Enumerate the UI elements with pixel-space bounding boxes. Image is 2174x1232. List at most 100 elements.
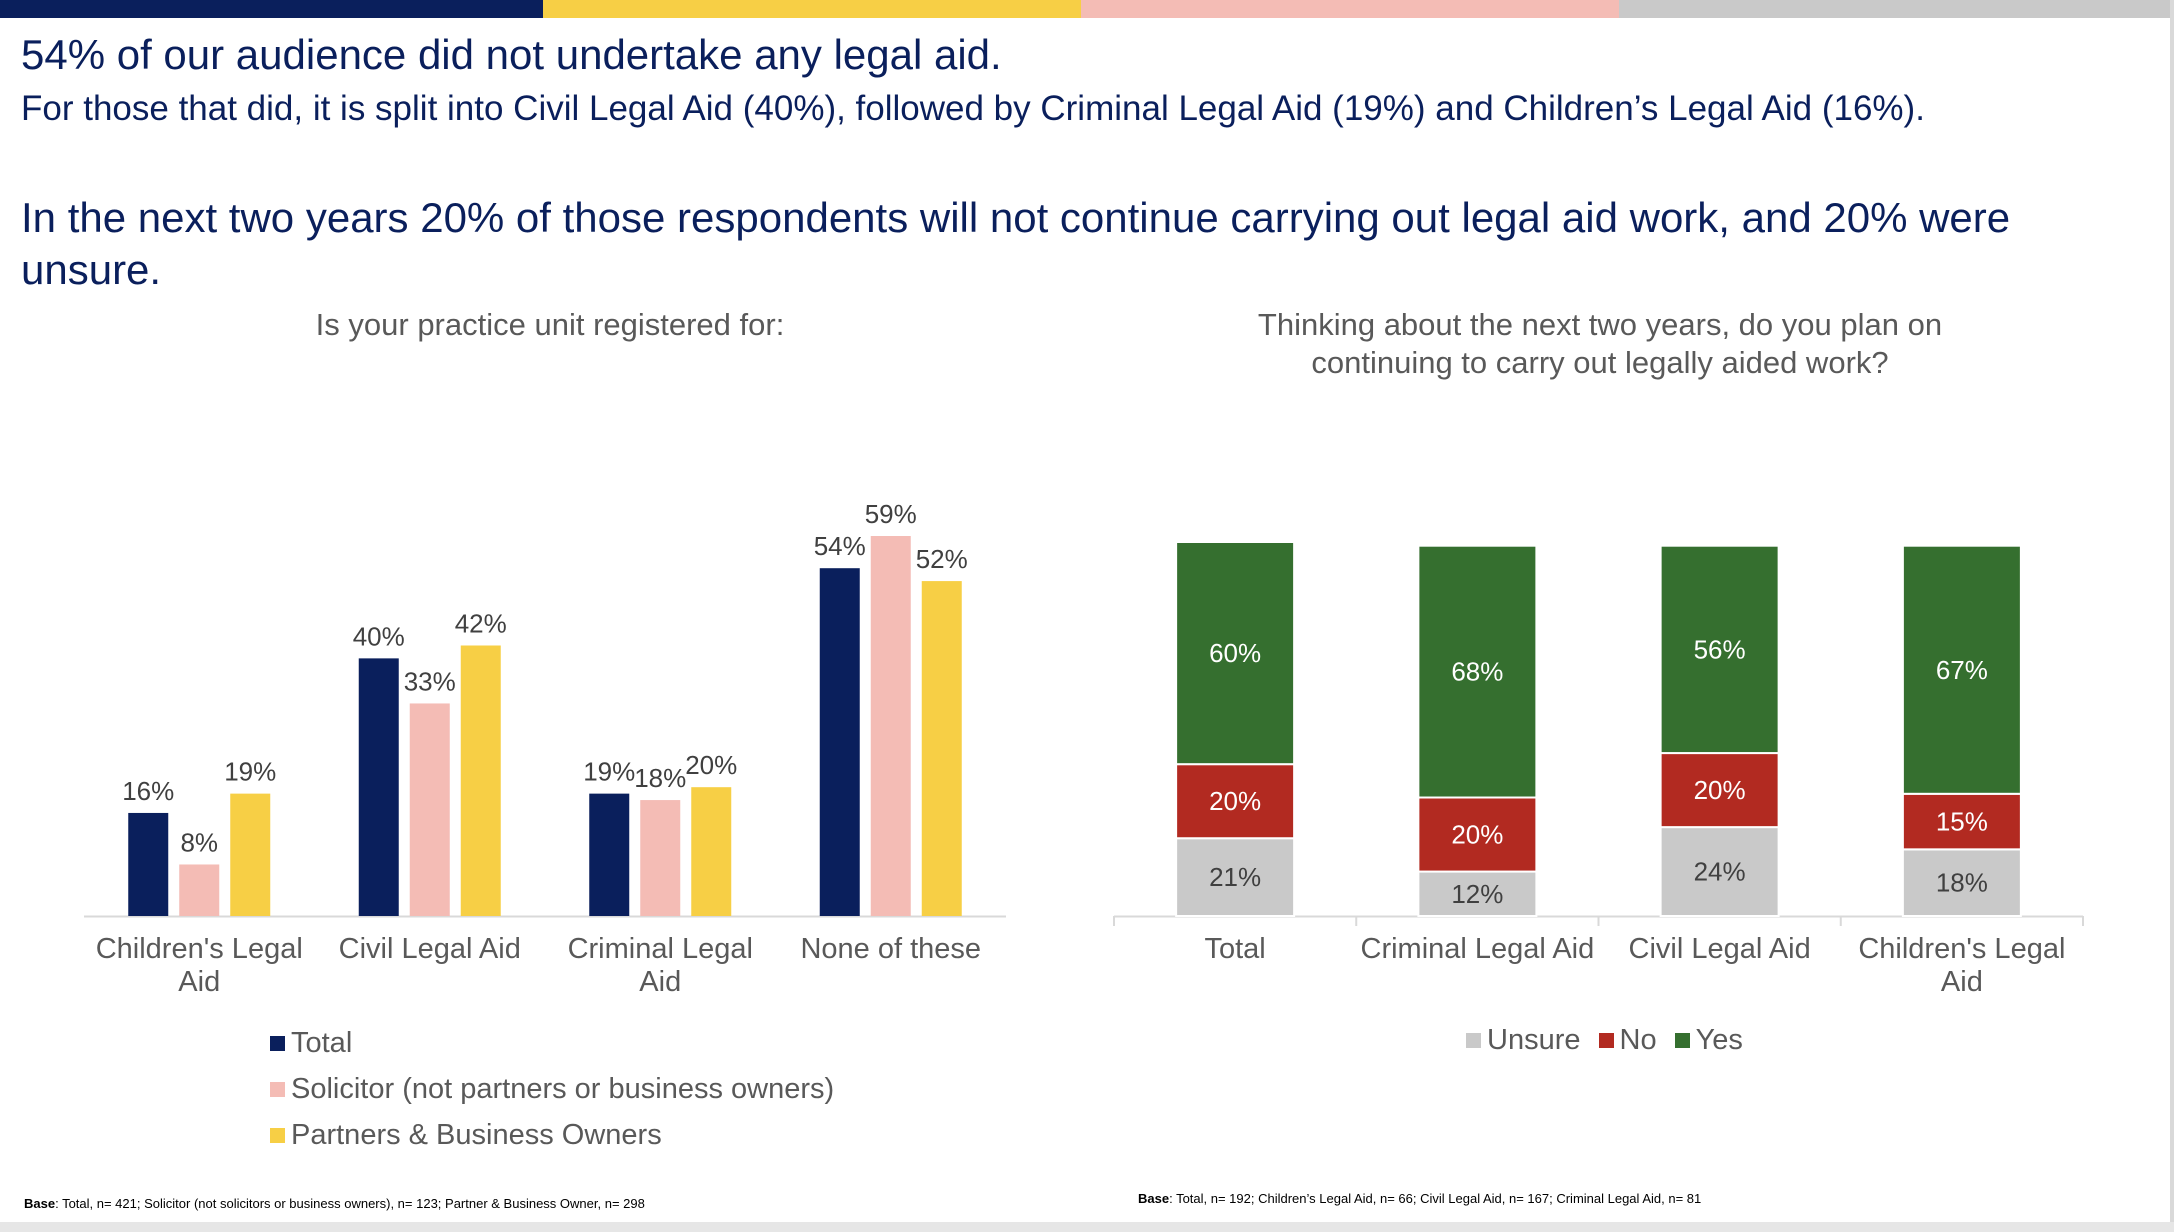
- bar-total-children-s-legal-aid: [128, 812, 169, 916]
- bar-no-children-s-legal-aid: [1901, 792, 2022, 851]
- legend-item: No: [1598, 1024, 1657, 1057]
- x-tick-label: None of these: [800, 933, 981, 965]
- x-tick-label: Criminal Legal Aid: [1361, 933, 1595, 965]
- bar-yes-criminal-legal-aid: [1417, 544, 1538, 799]
- bar-yes-total: [1175, 541, 1296, 766]
- data-label: 59%: [865, 499, 917, 529]
- headline-line-2: For those that did, it is split into Civ…: [21, 89, 1925, 128]
- data-label: 19%: [583, 757, 635, 787]
- legend-label: Yes: [1695, 1024, 1743, 1056]
- data-label: 18%: [1936, 868, 1988, 898]
- data-label: 40%: [353, 621, 405, 651]
- data-label: 20%: [1209, 786, 1261, 816]
- x-tick-label: Civil Legal Aid: [1629, 933, 1811, 965]
- data-label: 20%: [1694, 775, 1746, 805]
- data-label: 67%: [1936, 655, 1988, 685]
- chart-1-base-note: Base: Total, n= 421; Solicitor (not soli…: [24, 1196, 645, 1211]
- legend-swatch: [1466, 1033, 1481, 1048]
- data-label: 68%: [1451, 657, 1503, 687]
- base-text: : Total, n= 421; Solicitor (not solicito…: [55, 1196, 645, 1211]
- bar-unsure-civil-legal-aid: [1659, 826, 1780, 918]
- headline-line-1: 54% of our audience did not undertake an…: [21, 31, 1002, 78]
- bar-yes-civil-legal-aid: [1659, 544, 1780, 755]
- chart-2-continuation: 21% 20% 60% Total 12% 20% 68% Criminal Legal Ai…: [1113, 541, 2084, 998]
- bar-unsure-total: [1175, 837, 1296, 917]
- topbar-segment-gray: [1619, 0, 2170, 18]
- data-label: 24%: [1694, 857, 1746, 887]
- legend-item: Partners & Business Owners: [270, 1112, 834, 1158]
- bar-partners-business-owners-criminal-legal-aid: [691, 787, 732, 916]
- x-tick-label: Civil Legal Aid: [339, 933, 521, 965]
- x-tick-label: Children's Legal: [1858, 933, 2065, 965]
- data-label: 52%: [916, 544, 968, 574]
- legend-label: Unsure: [1487, 1024, 1581, 1056]
- data-label: 19%: [224, 757, 276, 787]
- frame-bottom-edge: [0, 1222, 2174, 1232]
- legend-label: Total: [291, 1026, 353, 1059]
- data-label: 8%: [180, 827, 218, 857]
- bar-solicitor-not-partners-or-business-owners-children-s-legal-aid: [179, 864, 220, 916]
- headline-line-3: In the next two years 20% of those respo…: [21, 194, 2011, 293]
- chart-1-title: Is your practice unit registered for:: [315, 307, 785, 342]
- chart-2-title-line-1: Thinking about the next two years, do yo…: [1257, 307, 1943, 342]
- legend-item: Unsure: [1466, 1024, 1581, 1057]
- data-label: 20%: [1451, 820, 1503, 850]
- headline: 54% of our audience did not undertake an…: [21, 26, 2141, 296]
- data-label: 15%: [1936, 807, 1988, 837]
- legend-item: Total: [270, 1020, 834, 1066]
- legend-swatch: [270, 1081, 285, 1097]
- bar-unsure-children-s-legal-aid: [1901, 848, 2022, 917]
- legend-item: Yes: [1674, 1024, 1743, 1057]
- topbar-segment-yellow: [543, 0, 1081, 18]
- legend-swatch: [1674, 1033, 1690, 1048]
- topbar-segment-navy: [0, 0, 543, 18]
- bar-no-criminal-legal-aid: [1417, 796, 1538, 873]
- legend-label: Partners & Business Owners: [291, 1118, 662, 1151]
- x-tick-label: Children's Legal: [96, 933, 303, 965]
- data-label: 60%: [1209, 638, 1261, 668]
- chart-2-title: Thinking about the next two years, do yo…: [1100, 306, 2100, 382]
- legend-label: No: [1619, 1024, 1657, 1056]
- bar-no-total: [1175, 763, 1296, 840]
- x-tick-label: Criminal Legal: [568, 933, 753, 965]
- x-tick-label: Aid: [1941, 966, 1983, 998]
- bar-solicitor-not-partners-or-business-owners-criminal-legal-aid: [640, 800, 681, 916]
- bar-no-civil-legal-aid: [1659, 752, 1780, 829]
- legend-label: Solicitor (not partners or business owne…: [291, 1072, 835, 1105]
- chart-1-registration: 16%8%19%Children's LegalAid40%33%42%Civi…: [84, 499, 1006, 998]
- bar-solicitor-not-partners-or-business-owners-civil-legal-aid: [409, 703, 450, 916]
- data-label: 12%: [1451, 879, 1503, 909]
- bar-partners-business-owners-children-s-legal-aid: [230, 793, 271, 916]
- bar-yes-children-s-legal-aid: [1901, 544, 2022, 795]
- data-label: 20%: [685, 750, 737, 780]
- bar-partners-business-owners-civil-legal-aid: [460, 645, 501, 916]
- chart-2-legend: Unsure No Yes: [1466, 1024, 1753, 1057]
- topbar-segment-pink: [1081, 0, 1619, 18]
- data-label: 18%: [634, 763, 686, 793]
- legend-swatch: [1598, 1033, 1614, 1048]
- data-label: 42%: [455, 608, 507, 638]
- bar-total-criminal-legal-aid: [589, 793, 630, 916]
- base-label: Base: [1138, 1191, 1170, 1206]
- data-label: 21%: [1209, 862, 1261, 892]
- bar-total-civil-legal-aid: [358, 658, 399, 916]
- top-color-bar: [0, 0, 2174, 18]
- base-text: : Total, n= 192; Children’s Legal Aid, n…: [1169, 1191, 1702, 1206]
- data-label: 56%: [1694, 634, 1746, 664]
- chart-2-base-note: Base: Total, n= 192; Children’s Legal Ai…: [1138, 1191, 1701, 1206]
- legend-swatch: [270, 1035, 285, 1051]
- base-label: Base: [24, 1196, 56, 1211]
- x-tick-label: Total: [1204, 933, 1265, 965]
- frame-right-edge: [2170, 0, 2174, 1232]
- legend-item: Solicitor (not partners or business owne…: [270, 1066, 834, 1112]
- data-label: 16%: [122, 776, 174, 806]
- data-label: 54%: [814, 531, 866, 561]
- bar-partners-business-owners-none-of-these: [921, 581, 962, 916]
- bar-solicitor-not-partners-or-business-owners-none-of-these: [870, 536, 911, 916]
- legend-swatch: [270, 1127, 285, 1143]
- bar-unsure-criminal-legal-aid: [1417, 870, 1538, 918]
- data-label: 33%: [404, 666, 456, 696]
- bar-total-none-of-these: [819, 568, 860, 916]
- chart-2-title-line-2: continuing to carry out legally aided wo…: [1311, 345, 1889, 380]
